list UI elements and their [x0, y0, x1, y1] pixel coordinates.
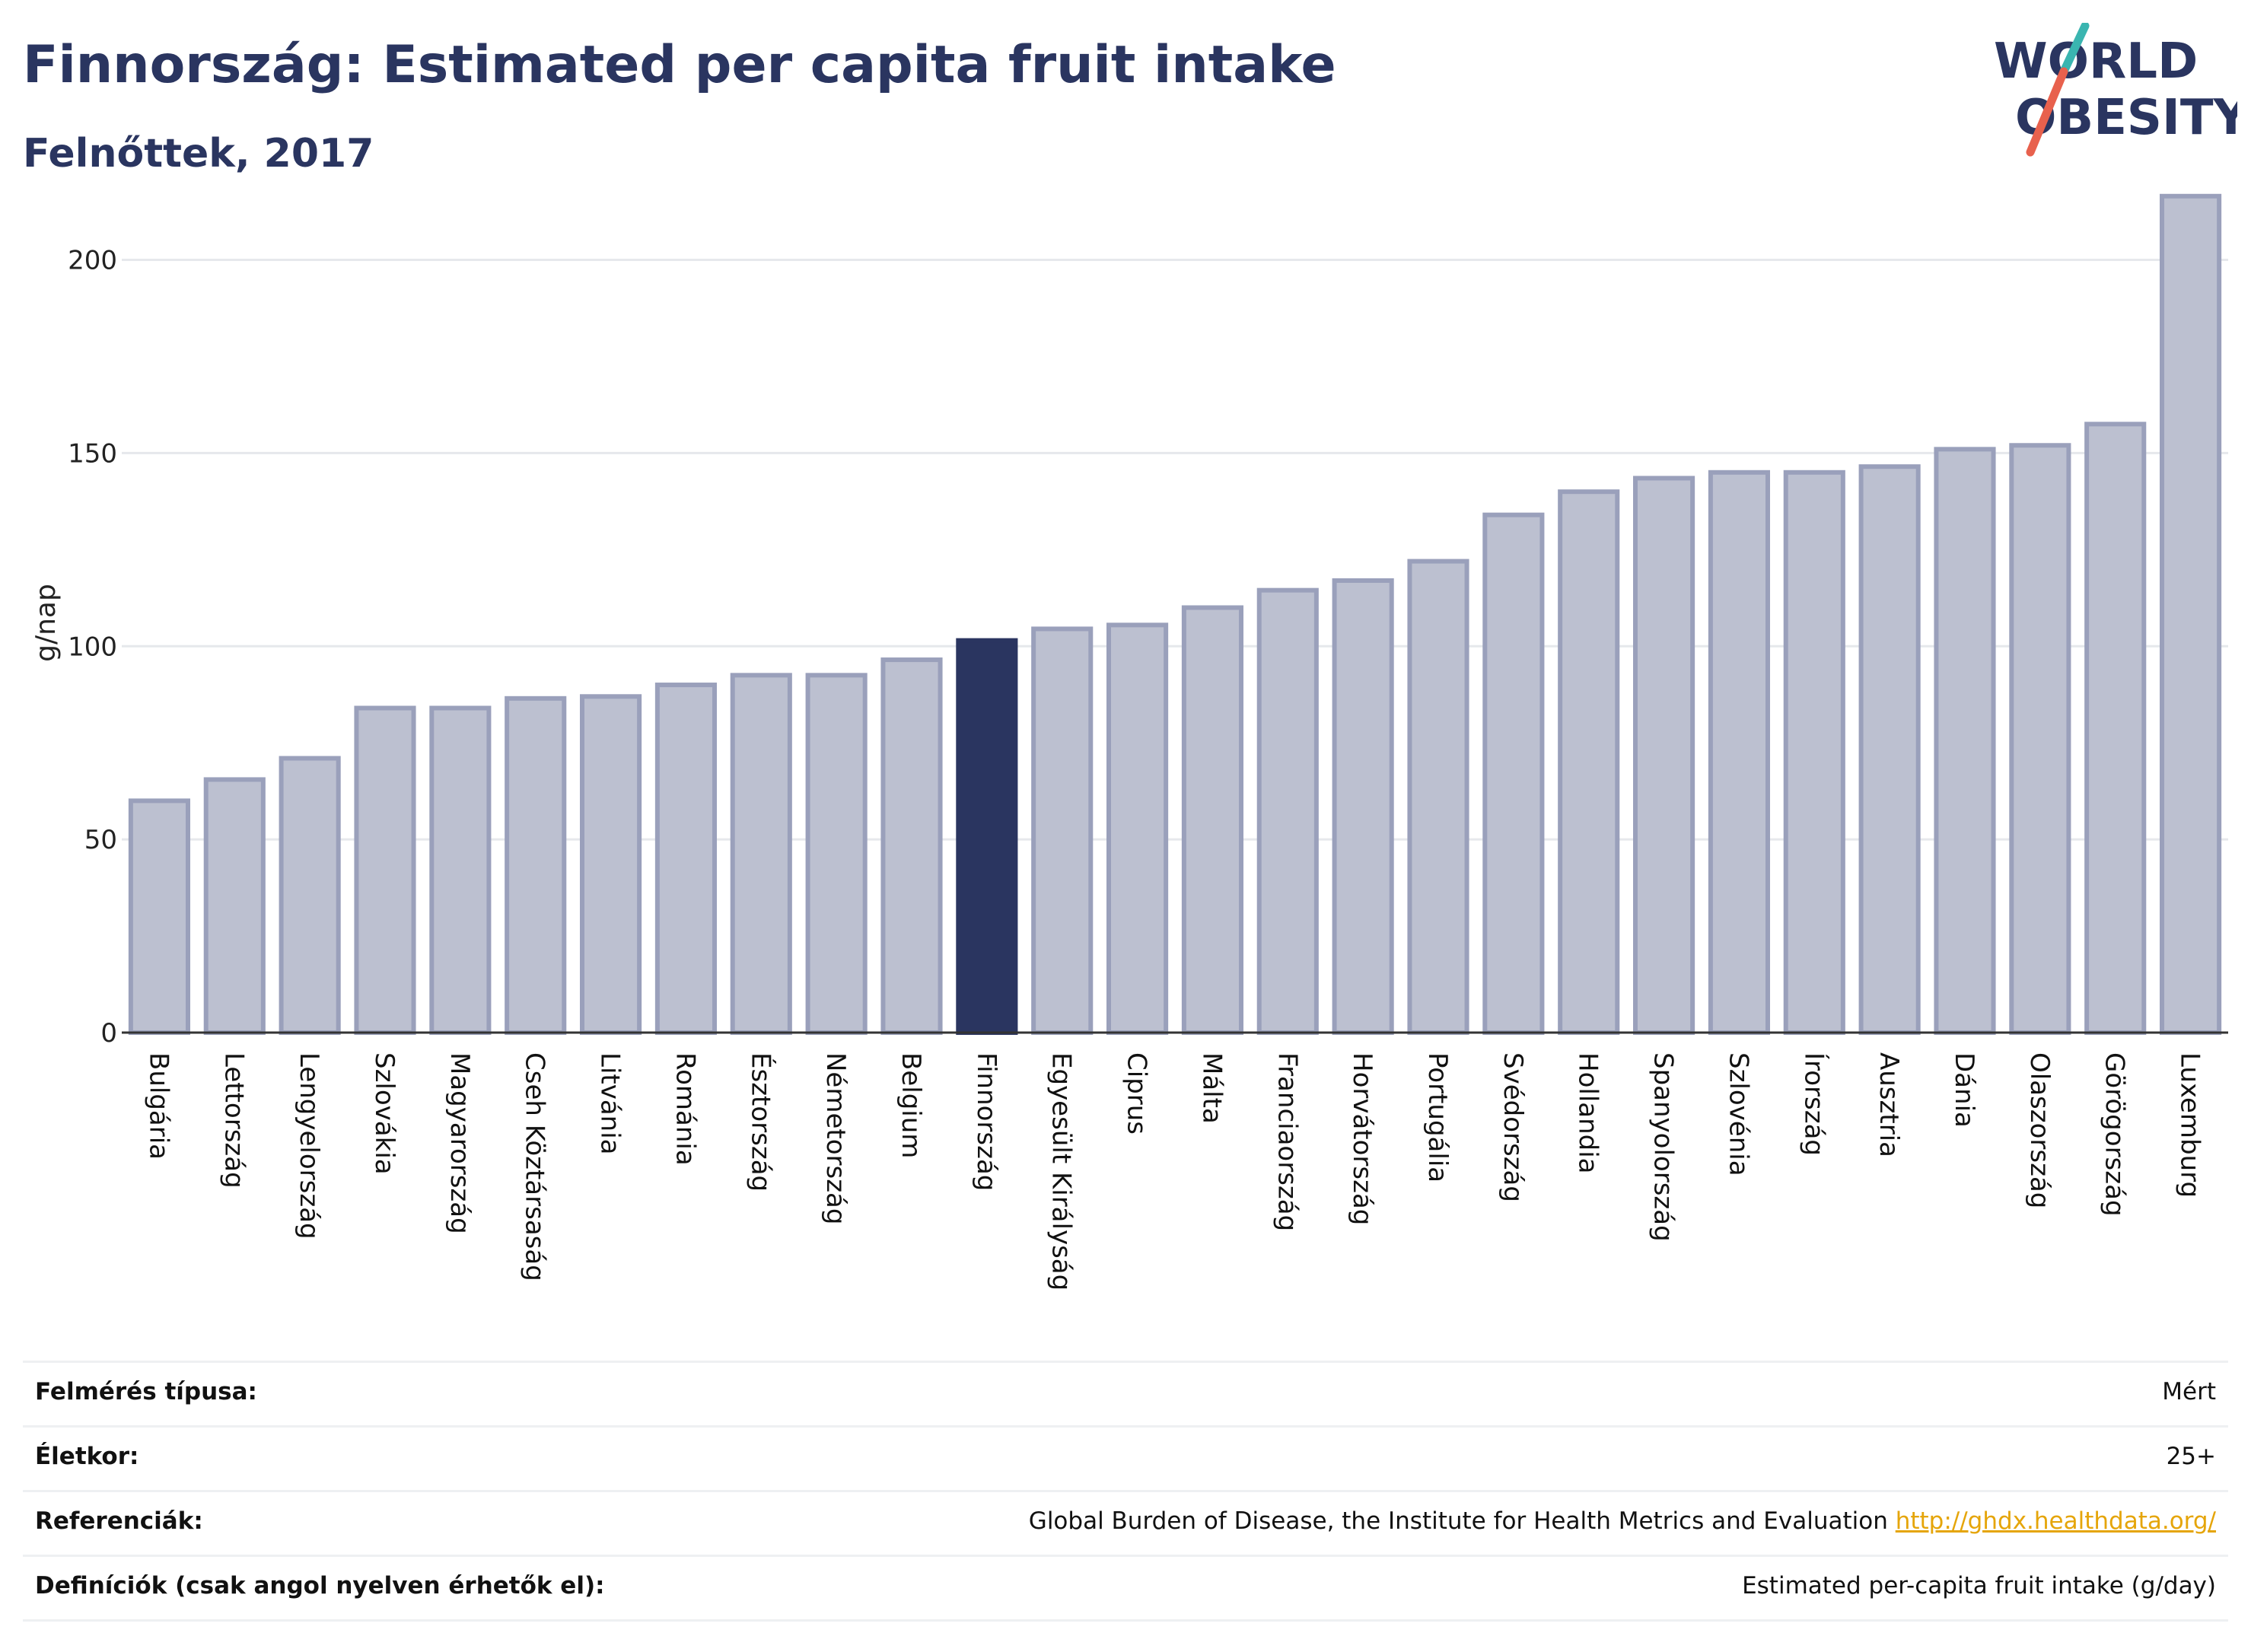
meta-value: Global Burden of Disease, the Institute … — [1029, 1507, 2216, 1535]
x-tick-label: Luxemburg — [2175, 1052, 2205, 1198]
bar-19 — [1482, 512, 1545, 1035]
bar-8 — [654, 683, 717, 1036]
bar-3 — [279, 756, 341, 1035]
logo-line1: WORLD — [1994, 33, 2198, 90]
bar-21 — [1633, 476, 1695, 1035]
x-tick-label: Ausztria — [1874, 1052, 1904, 1157]
reference-link[interactable]: http://ghdx.healthdata.org/ — [1895, 1507, 2216, 1535]
x-tick-label: Portugália — [1422, 1052, 1453, 1183]
bar-7 — [580, 694, 642, 1035]
x-tick-label: Görögország — [2100, 1052, 2130, 1217]
y-tick-label: 0 — [100, 1018, 117, 1049]
metadata-table: Felmérés típusa: Mért Életkor: 25+ Refer… — [23, 1361, 2228, 1622]
meta-row-survey-type: Felmérés típusa: Mért — [23, 1361, 2228, 1425]
bar-11 — [880, 657, 943, 1035]
bar-16 — [1256, 587, 1319, 1035]
x-tick-label: Németország — [820, 1052, 851, 1224]
x-tick-label: Szlovákia — [369, 1052, 400, 1175]
x-tick-label: Írország — [1798, 1052, 1829, 1156]
bar-23 — [1783, 469, 1845, 1035]
meta-value: Mért — [2162, 1378, 2216, 1405]
x-tick-label: Svédország — [1498, 1052, 1528, 1202]
bar-1 — [128, 798, 190, 1035]
y-tick-label: 100 — [68, 632, 117, 662]
meta-value: Estimated per-capita fruit intake (g/day… — [1742, 1572, 2216, 1599]
meta-row-definitions: Definíciók (csak angol nyelven érhetők e… — [23, 1555, 2228, 1622]
bar-2 — [203, 777, 266, 1035]
meta-label: Definíciók (csak angol nyelven érhetők e… — [35, 1572, 605, 1599]
x-tick-label: Magyarország — [444, 1052, 475, 1234]
logo-slash-red — [2026, 67, 2068, 157]
x-tick-label: Egyesült Királyság — [1046, 1052, 1077, 1291]
x-tick-label: Bulgária — [143, 1052, 174, 1160]
bar-9 — [730, 673, 792, 1036]
x-tick-label: Lengyelország — [294, 1052, 324, 1240]
meta-row-age: Életkor: 25+ — [23, 1425, 2228, 1490]
logo-slash-teal — [2059, 23, 2090, 76]
x-tick-label: Szlovénia — [1723, 1052, 1753, 1176]
meta-value: 25+ — [2166, 1443, 2216, 1470]
reference-text: Global Burden of Disease, the Institute … — [1028, 1507, 1888, 1535]
x-tick-label: Málta — [1196, 1052, 1227, 1124]
bar-26 — [2009, 443, 2071, 1035]
meta-label: Életkor: — [35, 1443, 139, 1470]
bar-6 — [505, 695, 567, 1035]
chart-subtitle: Felnőttek, 2017 — [23, 131, 374, 177]
bar-5 — [429, 705, 492, 1035]
y-axis-label: g/nap — [30, 584, 62, 662]
y-tick-label: 200 — [68, 246, 117, 276]
x-tick-label: Litvánia — [595, 1052, 626, 1155]
bar-17 — [1332, 578, 1394, 1035]
bar-13 — [1031, 626, 1094, 1035]
bar-18 — [1407, 559, 1469, 1035]
x-tick-label: Észtország — [745, 1052, 776, 1192]
bar-chart: 0 50 100 150 200 g/nap Bulgária Lettország Lengy… — [30, 193, 2228, 1291]
x-tick-label: Cseh Köztársaság — [520, 1052, 550, 1281]
bar-4 — [354, 705, 416, 1035]
bar-20 — [1558, 489, 1620, 1035]
bar-22 — [1708, 469, 1770, 1035]
bar-10 — [805, 673, 868, 1036]
x-tick-label: Franciaország — [1272, 1052, 1302, 1231]
x-tick-label: Horvátország — [1347, 1052, 1377, 1225]
y-tick-label: 150 — [68, 438, 117, 469]
bar-12 — [956, 638, 1018, 1035]
bar-28 — [2160, 193, 2222, 1035]
x-tick-label: Lettország — [218, 1052, 249, 1189]
chart-title: Finnország: Estimated per capita fruit i… — [23, 35, 1336, 95]
x-tick-label: Románia — [670, 1052, 700, 1166]
bar-25 — [1934, 447, 1996, 1035]
bar-24 — [1858, 464, 1921, 1035]
x-tick-label: Olaszország — [2024, 1052, 2055, 1208]
meta-label: Referenciák: — [35, 1507, 203, 1535]
world-obesity-logo: WORLD OBESITY — [1994, 23, 2237, 157]
x-tick-label: Hollandia — [1573, 1052, 1603, 1174]
bar-14 — [1106, 622, 1169, 1035]
x-tick-label: Spanyolország — [1648, 1052, 1679, 1242]
x-tick-label: Belgium — [896, 1052, 926, 1158]
meta-row-references: Referenciák: Global Burden of Disease, t… — [23, 1490, 2228, 1555]
x-tick-label: Dánia — [1949, 1052, 1979, 1128]
bar-15 — [1181, 605, 1243, 1035]
x-tick-label: Finnország — [971, 1052, 1001, 1191]
meta-label: Felmérés típusa: — [35, 1378, 257, 1405]
y-tick-label: 50 — [84, 825, 117, 855]
bar-27 — [2084, 422, 2147, 1035]
x-tick-label: Ciprus — [1122, 1052, 1152, 1135]
